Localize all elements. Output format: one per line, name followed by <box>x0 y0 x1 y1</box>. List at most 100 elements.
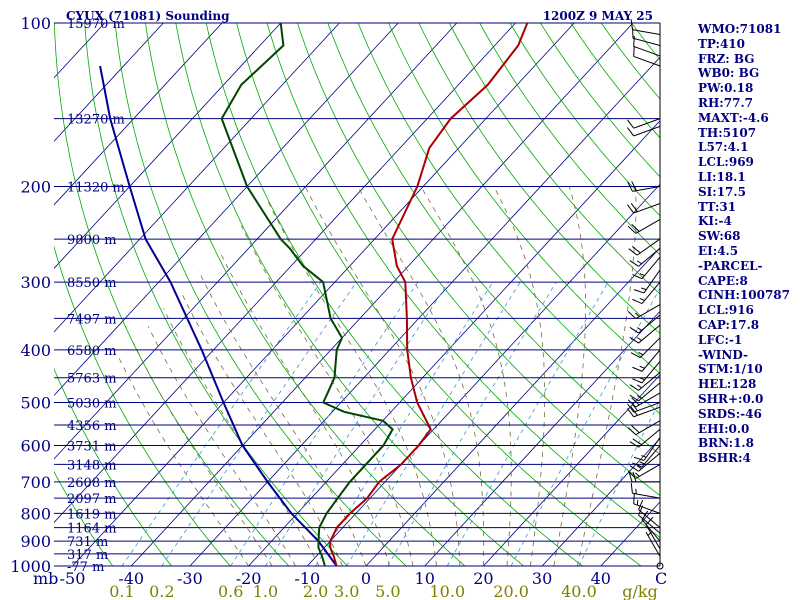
index-value: PW:0.18 <box>698 81 754 96</box>
pressure-tick-label: 500 <box>20 394 51 413</box>
mixing-ratio-line <box>265 281 449 566</box>
pressure-tick-label: 900 <box>20 532 51 551</box>
moist-adiabat-line <box>240 225 414 566</box>
index-value: CAPE:8 <box>698 273 748 288</box>
moist-adiabat-line <box>198 270 367 566</box>
isotherm-line <box>54 23 282 269</box>
dry-adiabat-line <box>357 23 660 415</box>
dry-adiabat-line <box>54 23 290 566</box>
dry-adiabat-line <box>236 23 642 566</box>
index-value: CAP:17.8 <box>698 317 760 332</box>
wind-barb <box>638 499 661 529</box>
wind-barb <box>632 361 661 384</box>
moist-adiabat-line <box>218 249 390 566</box>
height-label: 9800 m <box>67 233 117 248</box>
pressure-tick-label: 200 <box>20 177 51 196</box>
temperature-tick-label: -20 <box>236 569 262 588</box>
wind-barb <box>627 406 661 418</box>
wind-barb <box>633 45 661 67</box>
celsius-unit-label: C <box>655 569 667 588</box>
moist-adiabat-line <box>266 197 437 566</box>
mixing-ratio-tick-label: 0.2 <box>149 582 174 600</box>
pressure-tick-label: 100 <box>20 14 51 33</box>
isotherm-line <box>307 183 660 566</box>
isotherm-line <box>541 437 660 566</box>
temperature-tick-label: -50 <box>60 569 86 588</box>
height-label: 6580 m <box>67 344 117 359</box>
wind-barb <box>632 445 661 468</box>
temperature-tick-label: 20 <box>473 569 493 588</box>
height-label: 13270 m <box>67 113 125 128</box>
moist-adiabat-line <box>133 342 273 566</box>
isotherm-line <box>54 23 164 142</box>
sounding-time: 1200Z 9 MAY 25 <box>543 9 653 23</box>
index-value: FRZ: BG <box>698 51 755 66</box>
height-label: 1619 m <box>67 507 117 522</box>
height-label: 2097 m <box>67 492 117 507</box>
isotherm-line <box>130 23 634 566</box>
index-value: -PARCEL- <box>698 258 763 273</box>
wind-barb <box>629 247 661 267</box>
temperature-tick-label: -40 <box>118 569 144 588</box>
dry-adiabat-line <box>145 23 466 566</box>
wind-barb <box>629 452 661 472</box>
moist-adiabat-line <box>118 357 249 566</box>
mixing-ratio-line <box>346 281 521 566</box>
temperature-tick-label: 0 <box>361 569 371 588</box>
wind-barb <box>633 493 661 514</box>
pressure-tick-label: 600 <box>20 437 51 456</box>
isotherm-line <box>483 374 660 566</box>
mixing-ratio-tick-label: 0.6 <box>218 582 243 600</box>
dry-adiabat-line <box>175 23 525 566</box>
dry-adiabat-line <box>388 23 660 374</box>
mixing-ratio-tick-label: 40.0 <box>561 582 597 600</box>
wind-barb <box>633 269 661 294</box>
moist-adiabat-line <box>304 186 461 566</box>
wind-barb <box>627 125 661 137</box>
height-label: 2608 m <box>67 476 117 491</box>
height-label: 5030 m <box>67 397 117 412</box>
wind-barb <box>632 281 661 304</box>
isotherm-line <box>72 23 575 566</box>
wind-barb <box>630 337 661 359</box>
wind-barb <box>629 382 661 402</box>
isotherm-line <box>365 247 660 566</box>
height-label: 731 m <box>67 535 108 550</box>
wind-barb <box>629 428 661 448</box>
stability-indices-panel: WMO:71081 TP:410 FRZ: BG WB0: BG PW:0.18 RH:7… <box>698 22 798 466</box>
temperature-line <box>329 23 529 566</box>
isotherm-line <box>54 23 399 397</box>
index-value: BRN:1.8 <box>698 436 754 451</box>
parcel-path-line <box>99 65 338 566</box>
wind-barb <box>645 516 661 550</box>
moist-adiabat-line <box>420 186 512 566</box>
dry-adiabat-line <box>266 23 660 538</box>
index-value: SI:17.5 <box>698 184 746 199</box>
temperature-tick-label: -30 <box>177 569 203 588</box>
index-value: TP:410 <box>698 36 746 51</box>
index-value: LCL:969 <box>698 155 754 170</box>
wind-barb <box>627 203 661 214</box>
mixing-ratio-line <box>387 281 557 566</box>
station-title: CYUX (71081) Sounding <box>66 9 230 23</box>
mixing-ratio-tick-label: 0.1 <box>109 582 134 600</box>
index-value: SHR+:0.0 <box>698 391 764 406</box>
moist-adiabat-line <box>576 186 637 566</box>
isobar-lines <box>54 22 660 567</box>
isotherm-line <box>54 23 458 460</box>
wind-barb <box>633 35 661 57</box>
index-value: TT:31 <box>698 199 737 214</box>
index-value: MAXT:-4.6 <box>698 110 769 125</box>
temperature-tick-label: 10 <box>415 569 435 588</box>
index-value: LFC:-1 <box>698 332 743 347</box>
index-value: WMO:71081 <box>698 22 782 36</box>
dry-adiabat-line <box>54 367 172 566</box>
dewpoint-line <box>220 23 394 566</box>
pressure-tick-label: 400 <box>20 341 51 360</box>
wind-barb <box>632 256 661 280</box>
moist-adiabat-line <box>180 291 343 566</box>
isotherm-line <box>248 120 660 566</box>
index-value: EHI:0.0 <box>698 421 750 436</box>
index-value: L57:4.1 <box>698 140 749 155</box>
